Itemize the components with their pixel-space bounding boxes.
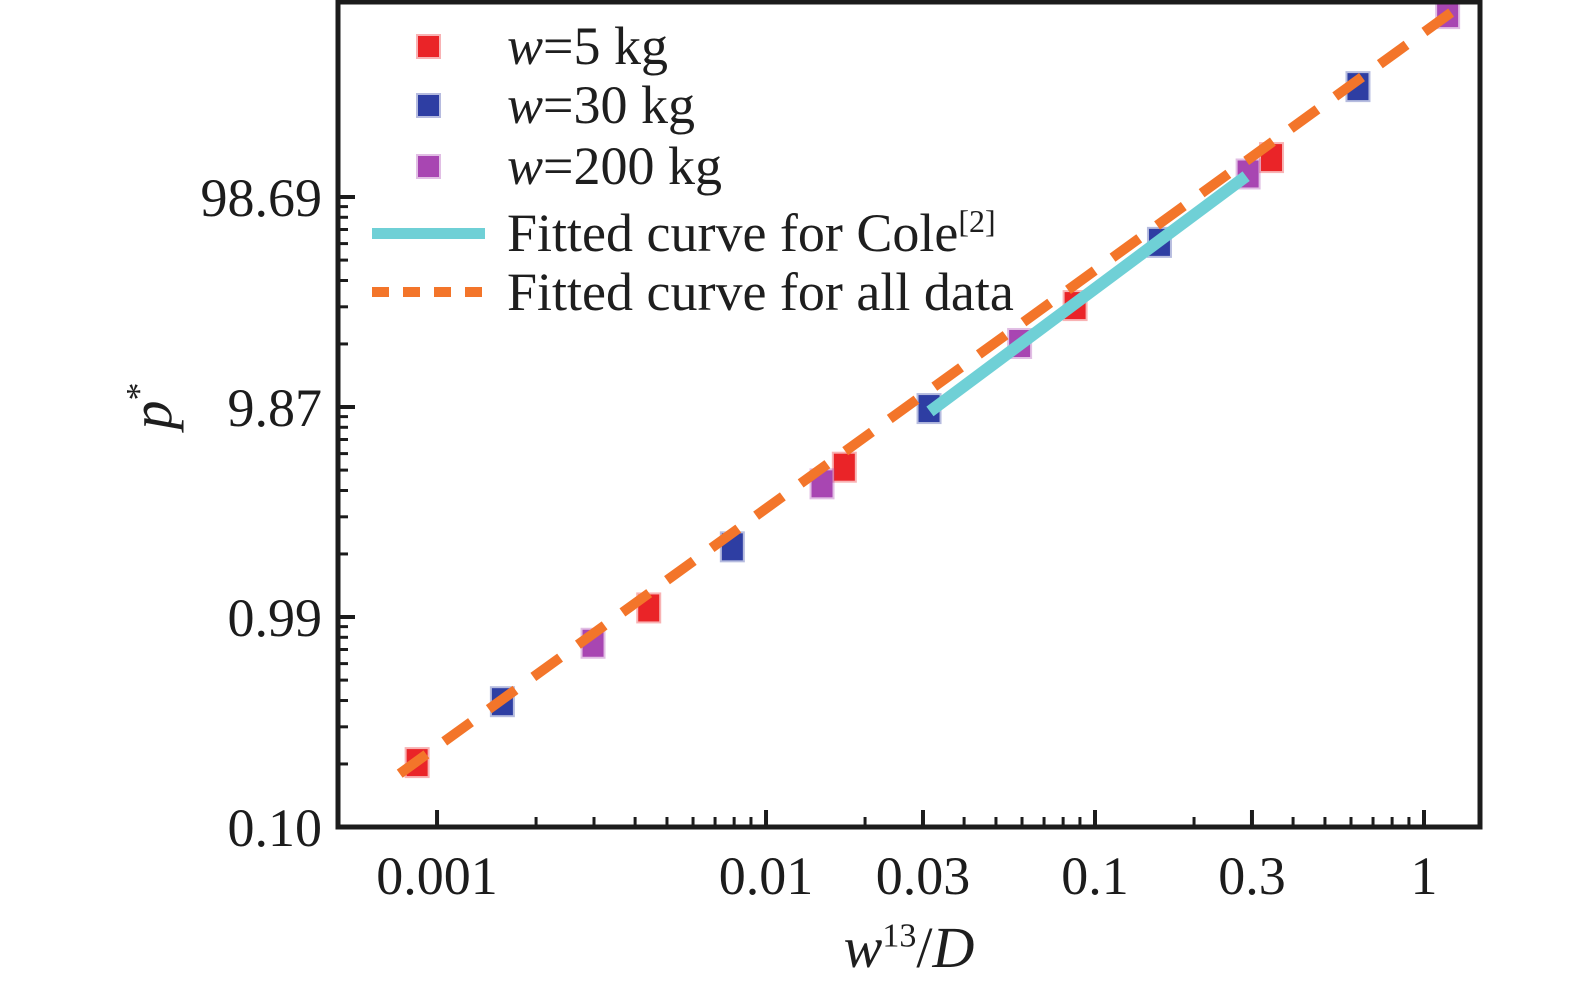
x-title-denom: D (932, 915, 975, 980)
y-tick-label: 9.87 (228, 378, 323, 438)
y-title-base: p (119, 400, 184, 430)
legend-swatch-box (372, 155, 485, 177)
legend-var: w (507, 16, 544, 76)
legend-item-fitted-cole: Fitted curve for Cole[2] (372, 205, 996, 261)
plot-border (335, 0, 1483, 830)
legend: w=5 kg w=30 kg w=200 kg Fitted curve for… (372, 0, 1092, 330)
legend-item-w200kg: w=200 kg (372, 138, 722, 194)
legend-item-fitted-all: Fitted curve for all data (372, 264, 1014, 320)
legend-label-w5kg: w=5 kg (507, 19, 668, 73)
x-axis-title: w13/D (844, 919, 975, 977)
legend-marker-red-square (418, 35, 439, 57)
x-tick-label: 1 (1410, 846, 1437, 906)
y-tick-label: 0.10 (228, 798, 323, 858)
legend-marker-purple-square (418, 155, 439, 177)
legend-var: w (507, 75, 544, 135)
x-title-slash: / (916, 915, 933, 980)
legend-marker-blue-square (418, 94, 439, 116)
x-tick-label: 0.01 (719, 846, 814, 906)
legend-item-w5kg: w=5 kg (372, 18, 668, 74)
x-tick-label: 0.3 (1218, 846, 1286, 906)
x-title-sup: 13 (882, 917, 917, 955)
legend-text: Fitted curve for all data (507, 262, 1014, 322)
y-axis-title: p* (119, 383, 184, 430)
legend-swatch-box (372, 227, 485, 239)
legend-dashed-line-swatch (372, 287, 485, 297)
legend-label-fitted-all: Fitted curve for all data (507, 265, 1014, 319)
legend-text: =5 kg (543, 16, 668, 76)
legend-text: =30 kg (543, 75, 695, 135)
legend-swatch-box (372, 94, 485, 116)
legend-citation-sup: [2] (958, 203, 996, 239)
legend-var: w (507, 136, 544, 196)
legend-solid-line-swatch (372, 227, 485, 239)
y-title-sup: * (118, 382, 159, 401)
legend-label-w30kg: w=30 kg (507, 78, 695, 132)
x-title-base: w (843, 915, 883, 980)
data-point-w-5-kg (831, 451, 857, 483)
x-tick-label: 0.03 (876, 846, 971, 906)
y-tick-label: 0.99 (228, 588, 323, 648)
legend-swatch-box (372, 287, 485, 297)
legend-label-fitted-cole: Fitted curve for Cole[2] (507, 203, 996, 263)
x-tick-label: 0.1 (1061, 846, 1129, 906)
legend-text: Fitted curve for Cole (507, 203, 959, 263)
y-tick-label: 98.69 (201, 168, 323, 228)
legend-text: =200 kg (543, 136, 722, 196)
x-tick-label: 0.001 (376, 846, 498, 906)
legend-swatch-box (372, 35, 485, 57)
legend-item-w30kg: w=30 kg (372, 77, 695, 133)
fitted-line-cole (926, 171, 1250, 417)
legend-label-w200kg: w=200 kg (507, 139, 722, 193)
